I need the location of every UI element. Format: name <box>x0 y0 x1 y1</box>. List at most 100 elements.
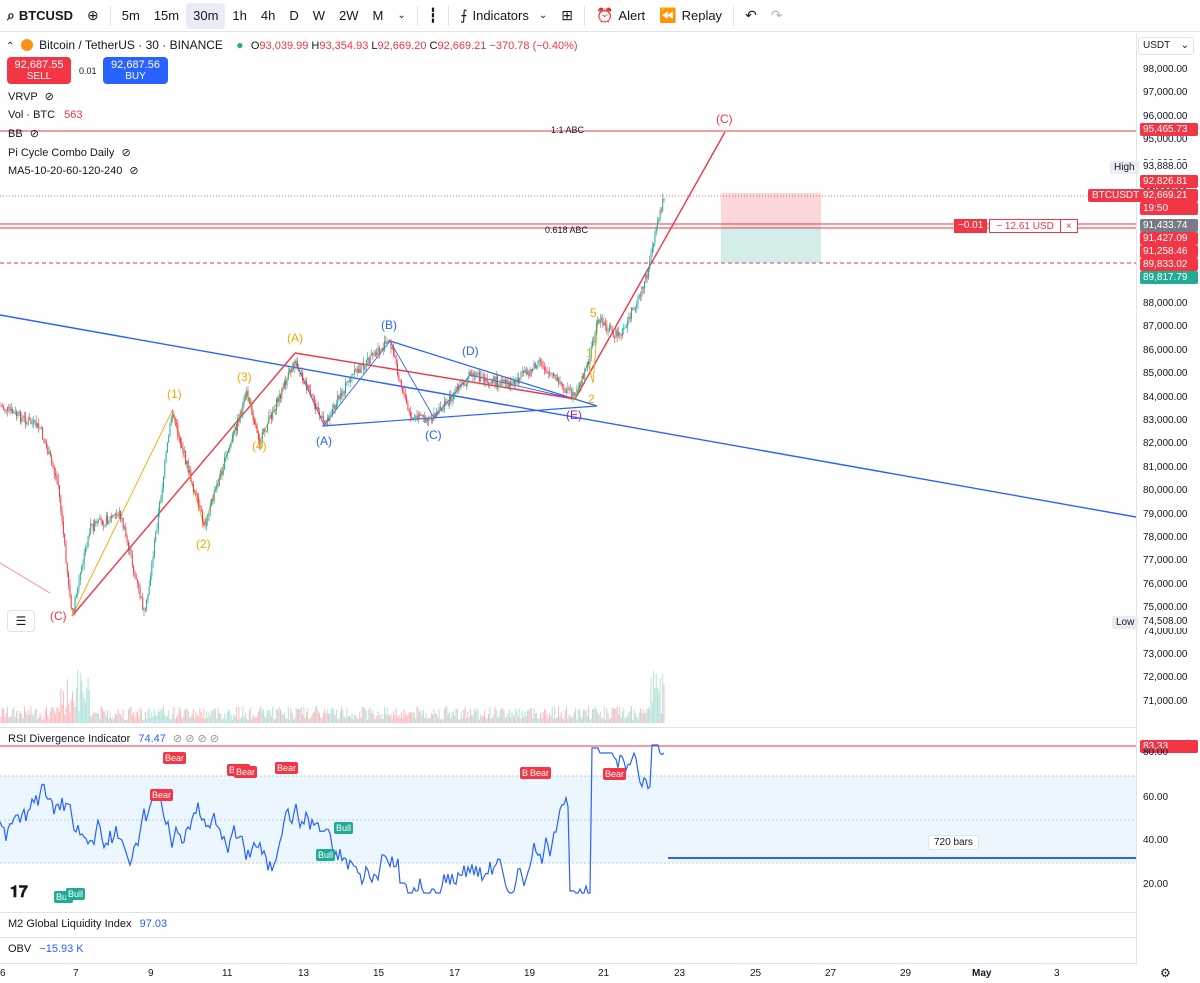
undo-button[interactable]: ↶ <box>738 0 764 32</box>
obv-pane-divider[interactable] <box>0 937 1136 938</box>
interval-1h[interactable]: 1h <box>232 8 247 23</box>
candle-body <box>319 411 320 416</box>
ma-label: MA5-10-20-60-120-240 <box>8 165 123 177</box>
candle-body <box>484 377 486 382</box>
interval-dropdown-button[interactable]: ⌄ <box>390 0 412 32</box>
volume-bar <box>148 707 150 723</box>
compare-symbol-button[interactable]: ⊕ <box>80 0 106 32</box>
position-tool[interactable]: −0.01 − 12.61 USD × <box>954 219 1078 233</box>
replay-button[interactable]: ⏪ Replay <box>652 0 729 32</box>
gear-icon[interactable]: ⚙ <box>1160 966 1171 980</box>
m2-legend[interactable]: M2 Global Liquidity Index 97.03 <box>8 918 167 930</box>
volume-bar <box>144 711 146 723</box>
close-icon[interactable]: × <box>1060 219 1078 233</box>
interval-m[interactable]: M <box>372 8 384 23</box>
countdown-label: 19:50 <box>1140 202 1198 215</box>
volume-bar <box>191 713 193 723</box>
chart-canvas[interactable] <box>0 33 1136 963</box>
alert-button[interactable]: ⏰ Alert <box>589 0 652 32</box>
candle-body <box>355 369 357 370</box>
volume-bar <box>231 719 233 723</box>
volume-bar <box>493 714 495 723</box>
volume-bar <box>562 718 564 723</box>
candle-body <box>478 372 480 382</box>
bear-badge: Bear <box>163 752 187 764</box>
volume-bar <box>618 714 619 723</box>
toolbar-divider <box>733 5 735 26</box>
templates-button[interactable]: ⊞ <box>554 0 580 32</box>
low-price-label: 74,508.00 <box>1140 615 1198 628</box>
redo-button[interactable]: ↷ <box>764 0 790 32</box>
volume-bar <box>56 707 58 723</box>
candle-body <box>618 332 619 337</box>
symbol-legend[interactable]: ⌃ Bitcoin / TetherUS · 30 · BINANCE ● O9… <box>6 38 578 52</box>
candle-body <box>14 411 16 413</box>
interval-4h[interactable]: 4h <box>260 8 276 23</box>
interval-30m[interactable]: 30m <box>186 2 226 29</box>
price-axis[interactable]: 98,000.0097,000.0096,000.0095,000.0094,0… <box>1136 33 1200 965</box>
interval-d[interactable]: D <box>289 8 299 23</box>
symbol-search-button[interactable]: ⌕ BTCUSD <box>0 0 80 32</box>
interval-2w[interactable]: 2W <box>339 8 359 23</box>
volume-bar <box>611 707 613 723</box>
candle-body <box>612 331 614 338</box>
candle-body <box>553 373 554 376</box>
volume-bar <box>566 706 567 723</box>
interval-15m[interactable]: 15m <box>153 8 180 23</box>
candle-body <box>269 414 271 417</box>
object-tree-button[interactable]: ☰ <box>7 610 35 632</box>
volume-bar <box>134 718 136 723</box>
obv-legend[interactable]: OBV −15.93 K <box>8 943 84 955</box>
volume-bar <box>98 713 99 723</box>
price-tick: 77,000.00 <box>1143 555 1188 567</box>
volume-bar <box>378 714 380 723</box>
time-tick: 7 <box>73 968 79 979</box>
volume-bar <box>525 715 527 723</box>
volume-bar <box>558 706 560 723</box>
chart-type-button[interactable]: ┇ <box>422 0 444 32</box>
indicator-ma[interactable]: MA5-10-20-60-120-240 ⊘ <box>8 164 139 177</box>
currency-selector[interactable]: USDT ⌄ <box>1138 37 1194 55</box>
rewind-icon: ⏪ <box>659 7 677 23</box>
buy-button[interactable]: 92,687.56 BUY <box>103 57 168 84</box>
candle-body <box>463 382 465 386</box>
volume-bar <box>329 713 331 723</box>
volume-bar <box>263 709 265 723</box>
interval-5m[interactable]: 5m <box>121 8 140 23</box>
sell-button[interactable]: 92,687.55 SELL <box>7 57 71 84</box>
price-tick: 79,000.00 <box>1143 508 1188 520</box>
candle-body <box>105 515 107 525</box>
indicator-volume[interactable]: Vol · BTC 563 <box>8 109 83 121</box>
candle-body <box>571 389 573 398</box>
interval-w[interactable]: W <box>312 8 326 23</box>
indicator-vrvp[interactable]: VRVP ⊘ <box>8 90 54 103</box>
rsi-legend[interactable]: RSI Divergence Indicator 74.47 ⊘ ⊘ ⊘ ⊘ <box>8 732 219 745</box>
time-axis[interactable]: 6 7 9 11 13 15 17 19 21 23 25 27 29 May … <box>0 963 1136 983</box>
volume-bar <box>289 719 291 723</box>
m2-pane-divider[interactable] <box>0 912 1136 913</box>
indicators-button[interactable]: ⨍ Indicators ⌄ <box>453 0 554 32</box>
candle-body <box>285 381 287 386</box>
price-tick: 98,000.00 <box>1143 64 1188 75</box>
candle-body <box>497 376 499 387</box>
indicator-bb[interactable]: BB ⊘ <box>8 127 39 140</box>
indicator-pi-cycle[interactable]: Pi Cycle Combo Daily ⊘ <box>8 146 131 159</box>
candle-body <box>651 247 653 253</box>
candle-body <box>75 594 77 597</box>
volume-bar <box>650 678 652 723</box>
candle-body <box>265 430 267 432</box>
candle-body <box>549 371 551 373</box>
volume-bar <box>387 714 389 723</box>
rsi-line <box>0 744 665 894</box>
volume-bar <box>168 710 170 723</box>
candle-body <box>506 380 508 383</box>
volume-bar <box>69 712 71 723</box>
candle-body <box>459 385 461 387</box>
volume-bar <box>298 709 300 723</box>
bull-badge: Bull <box>66 888 86 900</box>
candle-body <box>183 450 185 452</box>
volume-bar <box>228 709 229 723</box>
volume-bar <box>390 714 392 723</box>
candle-body <box>35 420 37 428</box>
rsi-pane-divider[interactable] <box>0 727 1136 728</box>
